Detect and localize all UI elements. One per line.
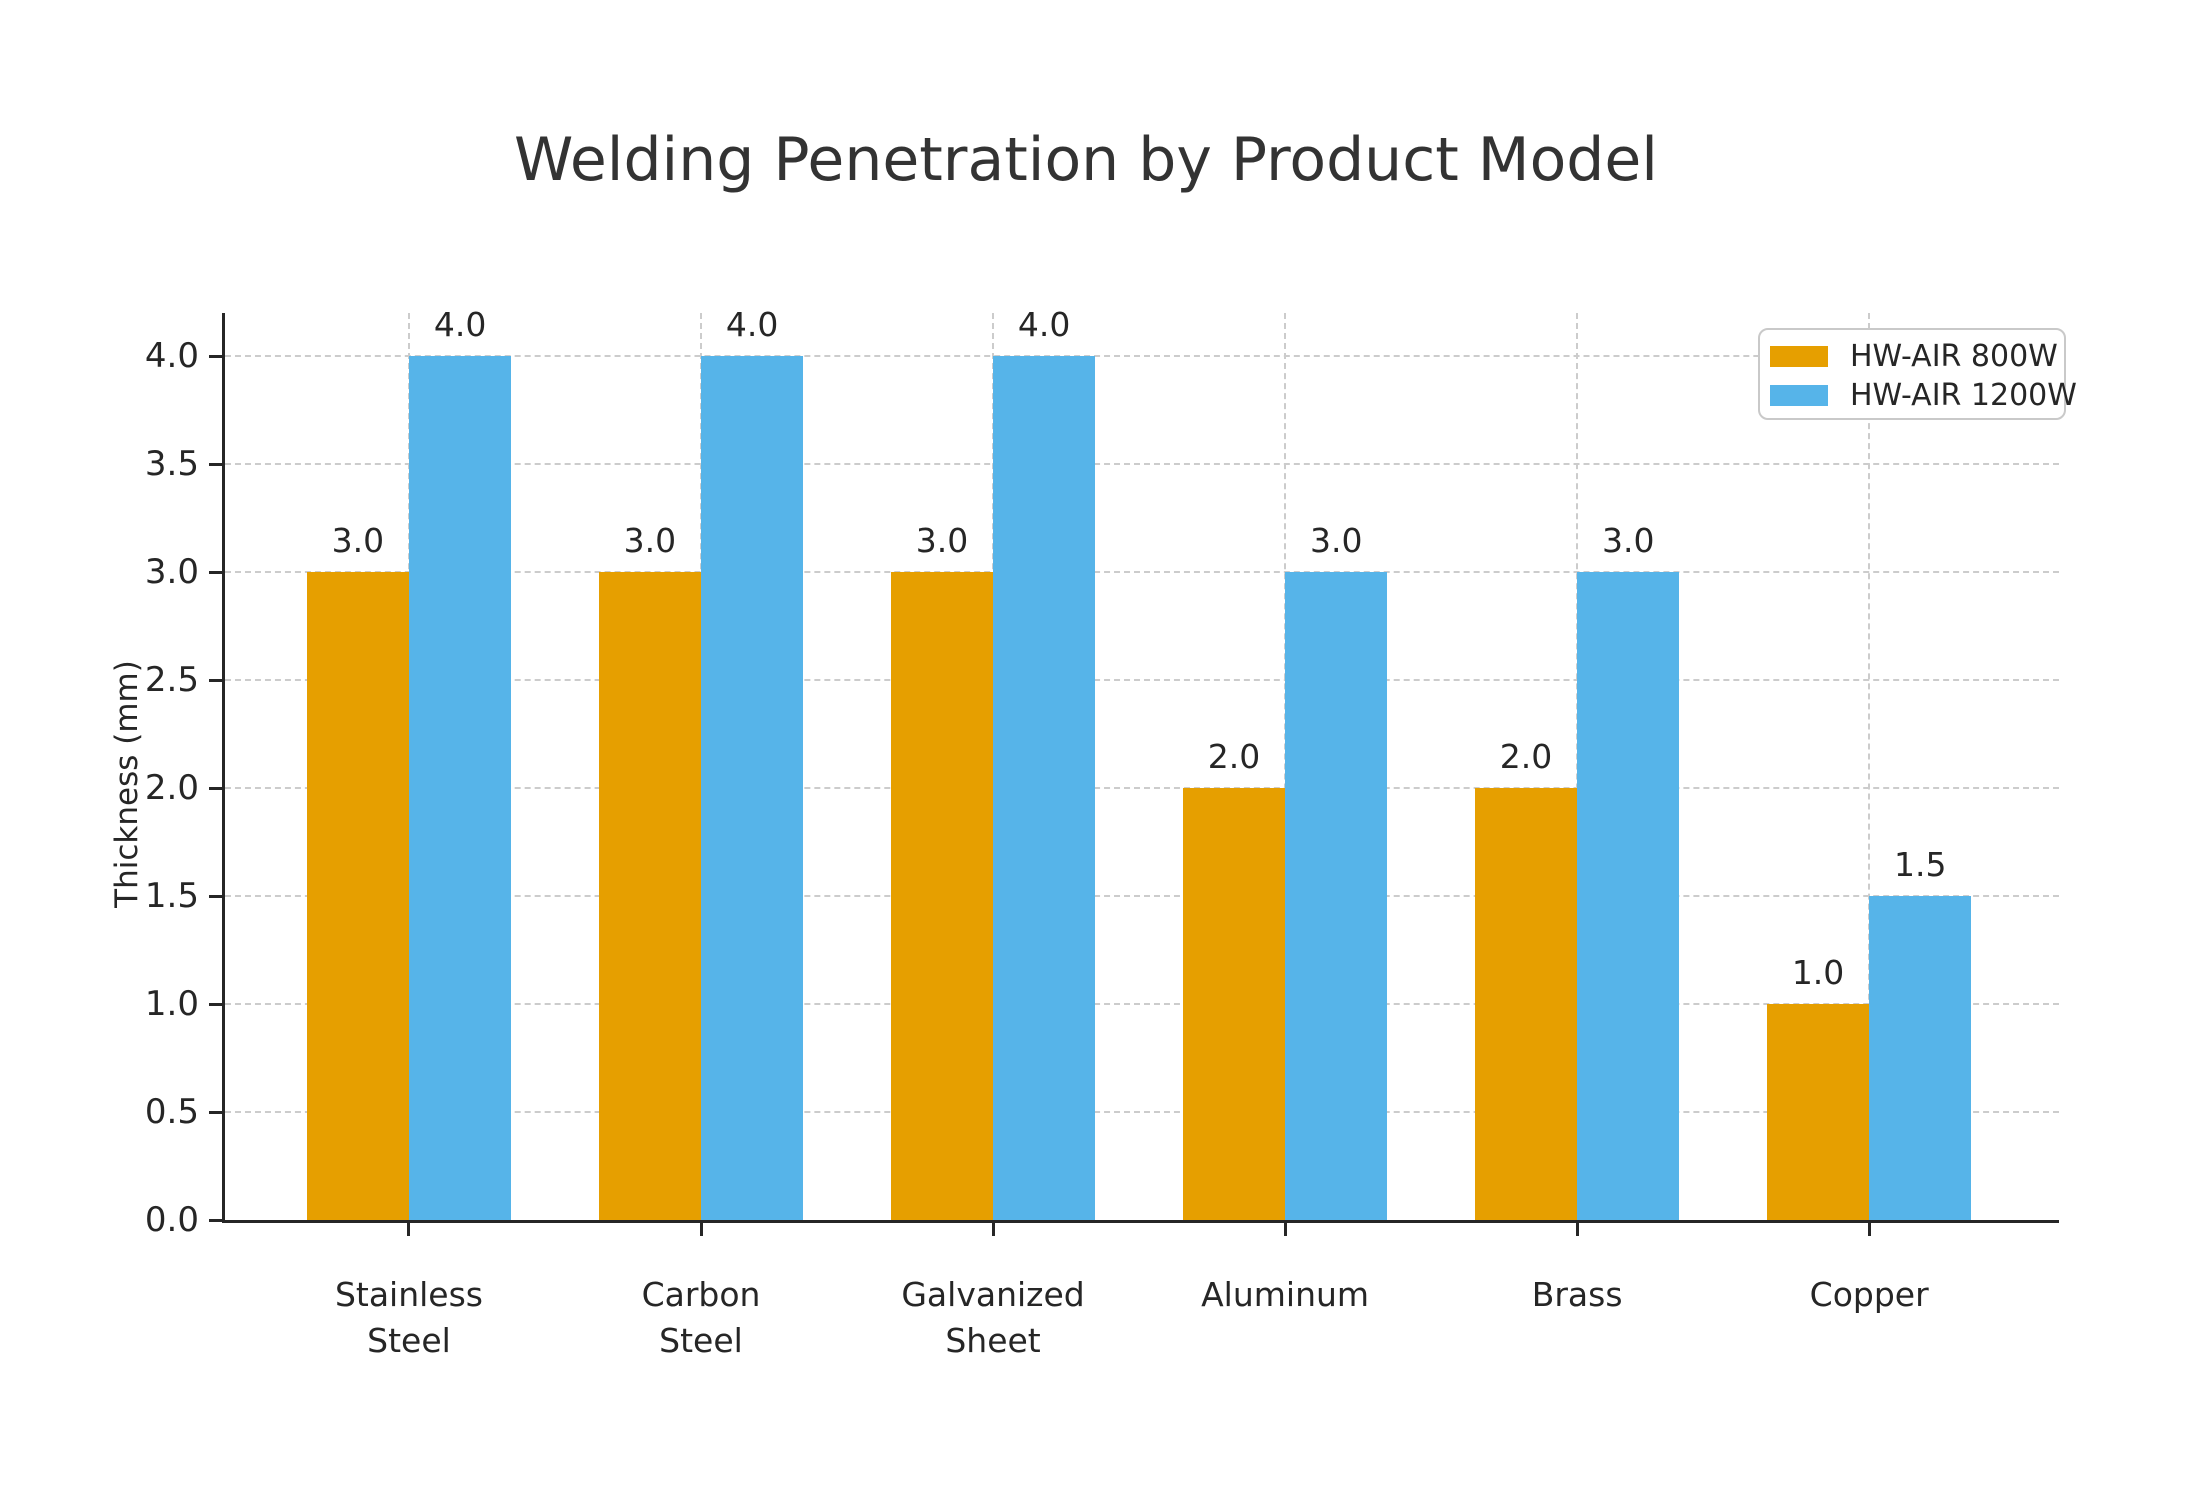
y-tick-label: 2.0 (144, 768, 199, 809)
y-tick (209, 354, 222, 358)
y-gridline (225, 463, 2059, 466)
bar-brass-hw-air-800w (1474, 788, 1578, 1220)
y-tick-label: 0.5 (144, 1092, 199, 1133)
category-label-line: Galvanized (901, 1275, 1085, 1314)
y-tick-label: 1.0 (144, 984, 199, 1025)
bar-stainless-steel-hw-air-1200w (408, 356, 512, 1220)
bar-copper-hw-air-800w (1766, 1004, 1870, 1220)
bar-aluminum-hw-air-1200w (1285, 572, 1388, 1220)
y-gridline (225, 787, 2059, 790)
value-label-copper-hw-air-800w: 1.0 (1791, 953, 1845, 993)
y-tick-label: 1.5 (144, 876, 199, 917)
category-label-copper: Copper (1689, 1272, 2049, 1318)
bar-aluminum-hw-air-800w (1182, 788, 1286, 1220)
category-label-line: Steel (367, 1321, 451, 1360)
value-label-galvanized-sheet-hw-air-800w: 3.0 (915, 521, 969, 561)
x-gridline (1868, 313, 1871, 1220)
bar-galvanized-sheet-hw-air-1200w (993, 356, 1096, 1220)
y-gridline (225, 679, 2059, 682)
bar-galvanized-sheet-hw-air-800w (890, 572, 994, 1220)
value-label-carbon-steel-hw-air-1200w: 4.0 (725, 305, 779, 345)
legend-label: HW-AIR 800W (1850, 339, 2058, 374)
value-label-stainless-steel-hw-air-1200w: 4.0 (433, 305, 487, 345)
legend-item-hw-air-800w: HW-AIR 800W (1770, 337, 2064, 376)
y-tick-label: 0.0 (144, 1200, 199, 1240)
y-tick-label: 2.5 (144, 660, 199, 701)
y-tick (209, 1110, 222, 1114)
plot-area: 3.0 3.0 3.0 2.0 2.0 1.0 4.0 4.0 4.0 3.0 3.0 1.5 0.0 0… (145, 306, 2059, 1360)
value-label-brass-hw-air-1200w: 3.0 (1601, 521, 1655, 561)
y-gridline (225, 895, 2059, 898)
y-tick-label: 4.0 (144, 336, 199, 377)
x-tick (1283, 1223, 1287, 1236)
y-tick (209, 1218, 222, 1222)
y-gridline (225, 355, 2059, 358)
y-gridline (225, 571, 2059, 574)
category-label-line: Aluminum (1201, 1275, 1370, 1314)
bar-stainless-steel-hw-air-800w (306, 572, 409, 1220)
y-tick (209, 786, 222, 790)
y-tick (209, 570, 222, 574)
category-label-stainless-steel: Stainless Steel (229, 1272, 589, 1364)
value-label-aluminum-hw-air-800w: 2.0 (1207, 737, 1261, 777)
category-label-line: Sheet (945, 1321, 1041, 1360)
value-label-copper-hw-air-1200w: 1.5 (1894, 845, 1947, 885)
category-label-line: Brass (1531, 1275, 1623, 1314)
value-label-stainless-steel-hw-air-800w: 3.0 (331, 521, 385, 561)
y-tick-label: 3.0 (144, 552, 199, 593)
value-label-galvanized-sheet-hw-air-1200w: 4.0 (1017, 305, 1071, 345)
x-tick (991, 1223, 995, 1236)
category-label-carbon-steel: Carbon Steel (521, 1272, 881, 1364)
bar-brass-hw-air-1200w (1577, 572, 1680, 1220)
y-tick (209, 462, 222, 466)
category-label-line: Stainless (334, 1275, 483, 1314)
y-tick (209, 1002, 222, 1006)
chart-title: Welding Penetration by Product Model (514, 125, 1658, 195)
value-label-aluminum-hw-air-1200w: 3.0 (1309, 521, 1363, 561)
legend-swatch-hw-air-800w (1770, 346, 1828, 367)
legend-item-hw-air-1200w: HW-AIR 1200W (1770, 376, 2077, 415)
legend-label: HW-AIR 1200W (1850, 378, 2077, 413)
legend-swatch-hw-air-1200w (1770, 385, 1828, 406)
bar-carbon-steel-hw-air-1200w (701, 356, 804, 1220)
x-tick (1867, 1223, 1871, 1236)
category-label-line: Carbon (641, 1275, 761, 1314)
category-label-brass: Brass (1397, 1272, 1757, 1318)
y-tick (209, 894, 222, 898)
y-tick-label: 3.5 (144, 444, 199, 485)
y-tick (209, 678, 222, 682)
category-label-line: Copper (1809, 1275, 1929, 1314)
y-gridline (225, 1003, 2059, 1006)
category-label-galvanized-sheet: Galvanized Sheet (813, 1272, 1173, 1364)
y-gridline (225, 1111, 2059, 1114)
x-tick (407, 1223, 411, 1236)
x-tick (1575, 1223, 1579, 1236)
category-label-line: Steel (659, 1321, 743, 1360)
category-label-aluminum: Aluminum (1105, 1272, 1465, 1318)
value-label-brass-hw-air-800w: 2.0 (1499, 737, 1553, 777)
bar-copper-hw-air-1200w (1869, 896, 1972, 1220)
x-tick (699, 1223, 703, 1236)
value-label-carbon-steel-hw-air-800w: 3.0 (623, 521, 677, 561)
legend: HW-AIR 800W HW-AIR 1200W (1758, 328, 2077, 420)
bar-carbon-steel-hw-air-800w (598, 572, 701, 1220)
